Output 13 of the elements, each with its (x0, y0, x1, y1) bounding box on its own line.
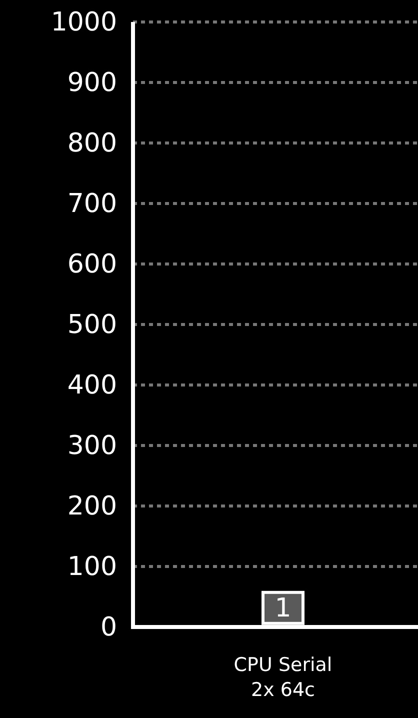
y-tick-label: 1000 (50, 7, 117, 38)
y-tick-label: 100 (67, 552, 117, 582)
y-tick-label: 900 (67, 68, 117, 98)
data-label: 1 (274, 593, 292, 624)
y-tick-label: 700 (67, 188, 117, 219)
y-tick-label: 800 (67, 128, 117, 158)
x-tick-label: CPU Serial 2x 64c (234, 654, 332, 701)
y-tick-label: 400 (67, 370, 117, 400)
y-tick-label: 200 (67, 491, 117, 522)
y-tick-label: 500 (67, 310, 117, 340)
y-tick-label: 0 (100, 612, 117, 642)
y-tick-label: 600 (67, 249, 117, 280)
y-tick-label: 300 (67, 430, 117, 461)
